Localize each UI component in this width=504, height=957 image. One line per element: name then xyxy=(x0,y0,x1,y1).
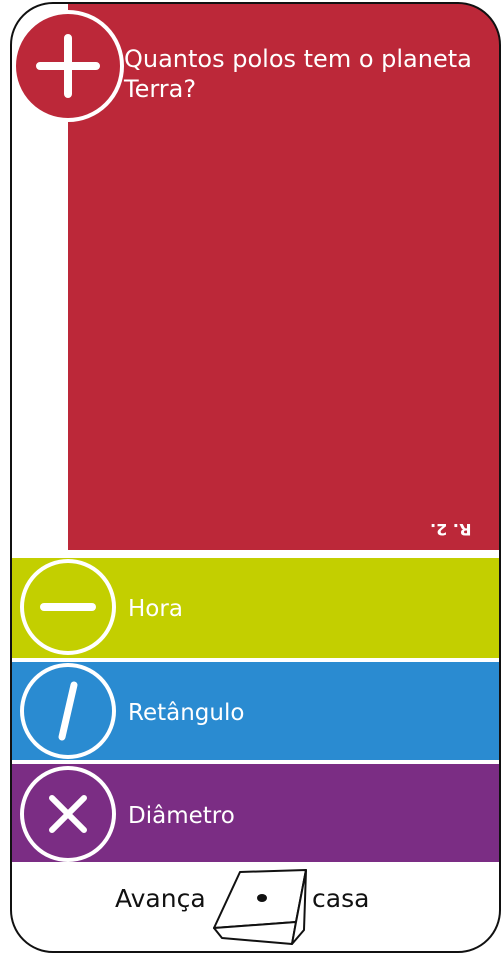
divide-icon xyxy=(20,663,116,759)
times-icon xyxy=(20,766,116,862)
answer-text: R. 2. xyxy=(430,520,472,539)
option-text: Hora xyxy=(128,596,183,622)
option-text: Diâmetro xyxy=(128,803,235,829)
die-icon xyxy=(213,869,307,945)
minus-icon xyxy=(20,559,116,655)
plus-icon xyxy=(12,10,124,122)
card-border xyxy=(10,2,501,953)
question-text: Quantos polos tem o planeta Terra? xyxy=(124,45,472,103)
footer-text: Avança xyxy=(115,884,206,913)
footer-text: casa xyxy=(312,884,370,913)
question-panel xyxy=(68,3,500,550)
option-text: Retângulo xyxy=(128,700,245,726)
